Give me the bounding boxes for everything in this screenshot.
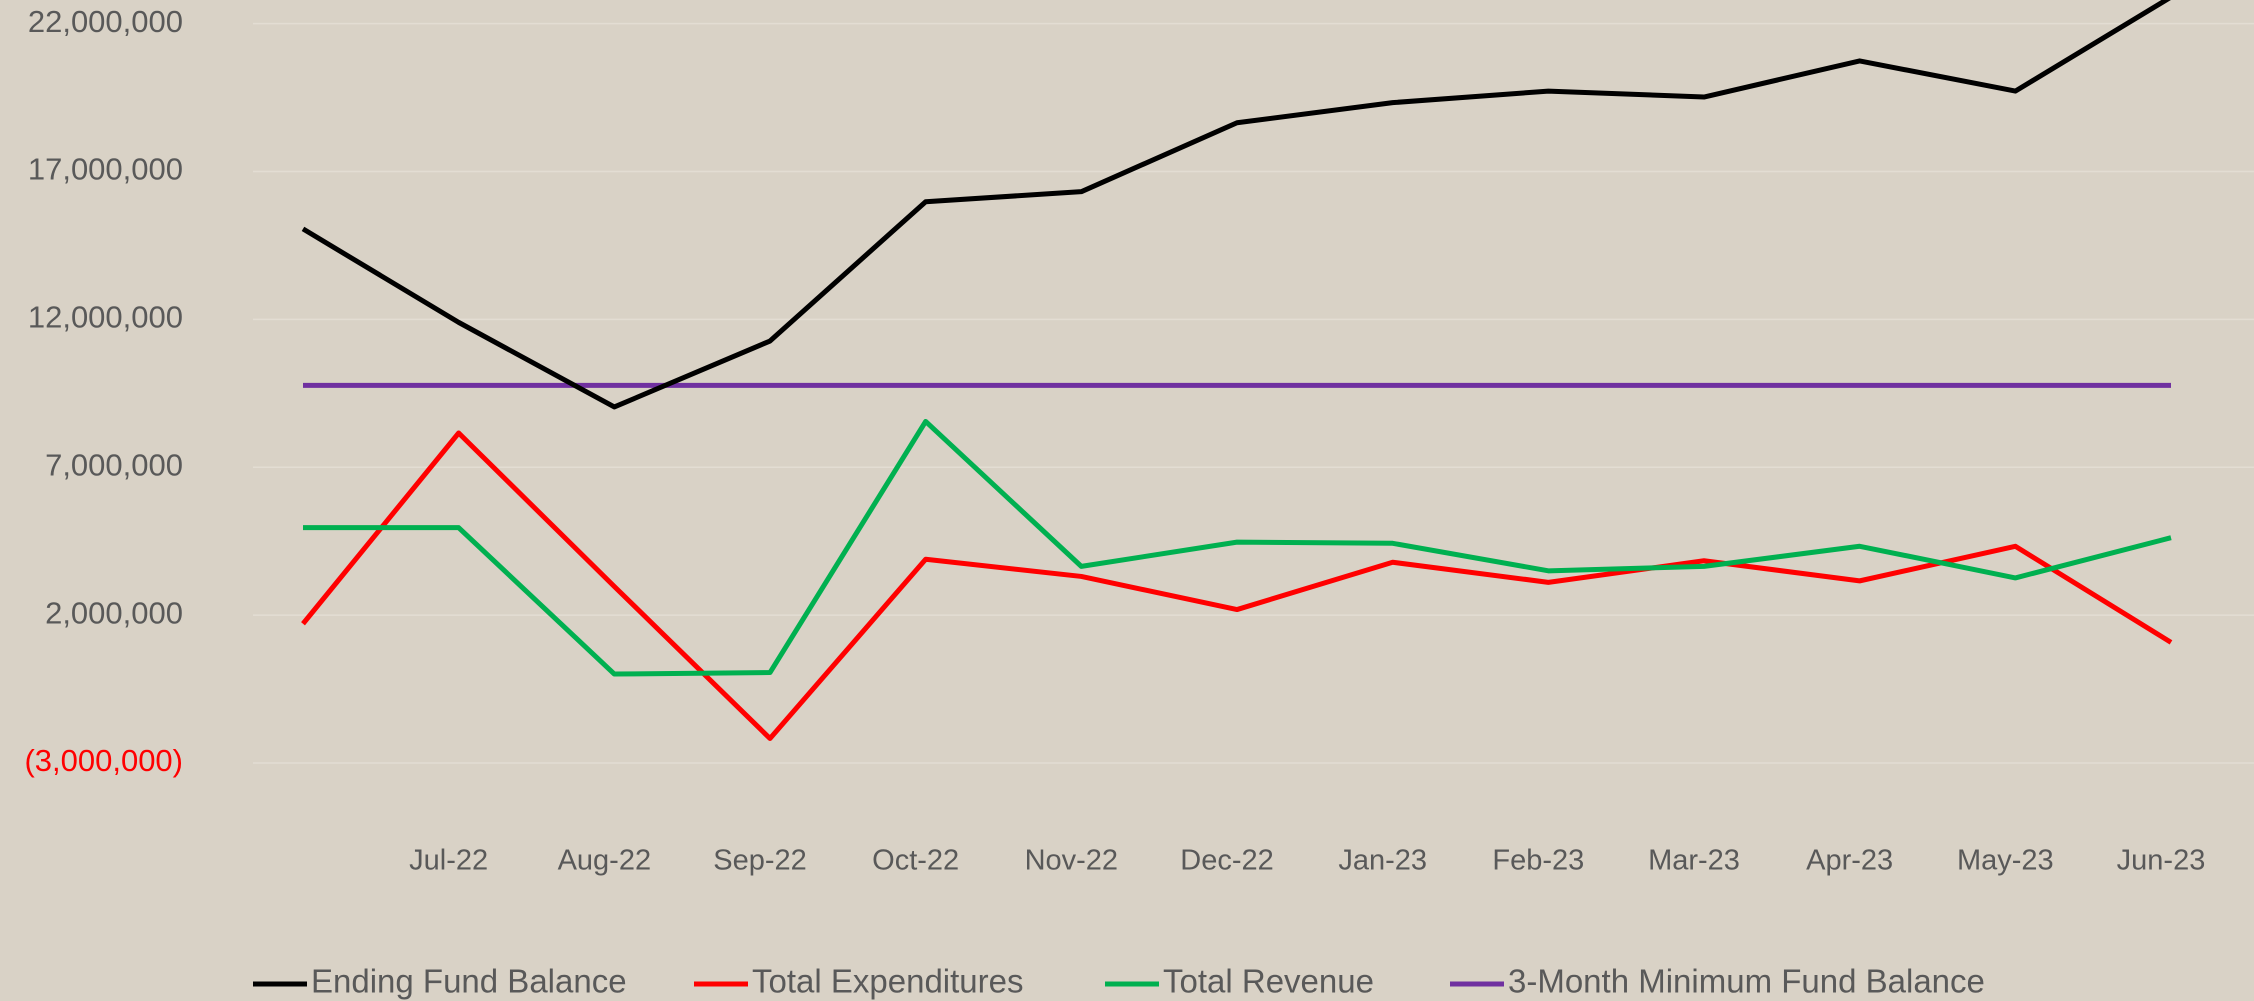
x-tick-label: Mar-23 (1648, 845, 1740, 877)
y-tick-label: (3,000,000) (24, 743, 183, 778)
x-tick-label: Oct-22 (872, 845, 959, 877)
x-tick-label: Feb-23 (1492, 845, 1584, 877)
x-tick-label: Jul-22 (409, 845, 488, 877)
x-tick-label: Dec-22 (1180, 845, 1274, 877)
series-line (301, 430, 2173, 742)
series-line (303, 418, 2172, 677)
legend-label: 3-Month Minimum Fund Balance (1508, 963, 1985, 1000)
y-tick-label: 2,000,000 (45, 595, 183, 630)
x-tick-label: Nov-22 (1025, 845, 1119, 877)
legend-label: Total Revenue (1163, 963, 1374, 1000)
y-tick-label: 17,000,000 (28, 152, 183, 187)
x-tick-label: Apr-23 (1806, 845, 1893, 877)
x-tick-label: Aug-22 (558, 845, 652, 877)
legend-label: Ending Fund Balance (311, 963, 627, 1000)
series-line (301, 0, 2171, 410)
x-tick-label: May-23 (1957, 845, 2054, 877)
x-tick-label: Sep-22 (713, 845, 807, 877)
y-tick-label: 12,000,000 (28, 300, 183, 335)
y-tick-label: 22,000,000 (28, 4, 183, 39)
y-tick-label: 7,000,000 (45, 447, 183, 482)
x-tick-label: Jan-23 (1338, 845, 1427, 877)
legend-label: Total Expenditures (752, 963, 1024, 1000)
x-tick-label: Jun-23 (2117, 845, 2206, 877)
